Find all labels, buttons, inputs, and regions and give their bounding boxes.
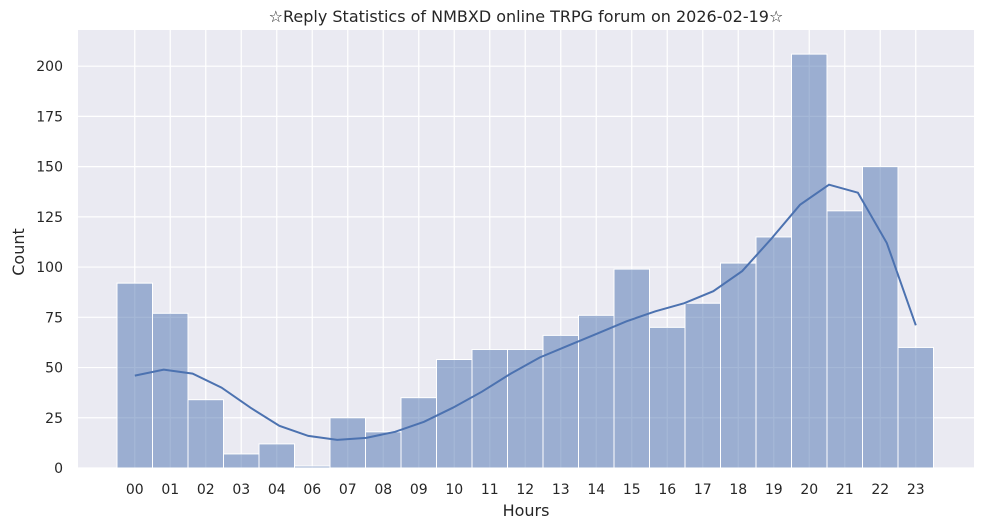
x-tick-label: 03 (232, 482, 250, 498)
bar (649, 326, 686, 469)
bar (826, 210, 863, 469)
y-tick-label: 150 (36, 160, 63, 176)
y-tick-label: 175 (36, 109, 63, 125)
x-tick-label: 12 (516, 482, 534, 498)
bar (329, 417, 366, 469)
x-axis: 00 01 02 03 04 06 07 08 09 10 11 12 13 14 15 16 17 18 19 20… (126, 482, 925, 498)
y-tick-label: 200 (36, 59, 63, 75)
x-tick-label: 21 (836, 482, 854, 498)
x-tick-label: 02 (197, 482, 215, 498)
x-tick-label: 20 (800, 482, 818, 498)
y-tick-label: 0 (54, 461, 63, 477)
bar (755, 236, 792, 469)
x-axis-label: Hours (503, 501, 550, 520)
bars (116, 53, 934, 469)
x-tick-label: 18 (729, 482, 747, 498)
x-tick-label: 13 (552, 482, 570, 498)
x-tick-label: 16 (658, 482, 676, 498)
bar (578, 314, 615, 469)
x-tick-label: 15 (623, 482, 641, 498)
y-tick-label: 25 (45, 411, 63, 427)
bar (542, 334, 579, 469)
x-tick-label: 08 (374, 482, 392, 498)
bar (152, 312, 189, 469)
bar (791, 53, 828, 469)
chart-title: ☆Reply Statistics of NMBXD online TRPG f… (269, 7, 784, 26)
y-tick-label: 75 (45, 310, 63, 326)
y-axis: 0 25 50 75 100 125 150 175 200 (36, 59, 63, 477)
x-tick-label: 22 (871, 482, 889, 498)
bar (258, 443, 295, 469)
x-tick-label: 23 (907, 482, 925, 498)
bar (116, 282, 153, 469)
bar (897, 346, 934, 469)
x-tick-label: 07 (339, 482, 357, 498)
bar (471, 348, 508, 469)
y-tick-label: 100 (36, 260, 63, 276)
bar (862, 166, 899, 469)
x-tick-label: 14 (587, 482, 605, 498)
y-tick-label: 125 (36, 210, 63, 226)
bar (613, 268, 650, 469)
x-tick-label: 17 (694, 482, 712, 498)
x-tick-label: 19 (765, 482, 783, 498)
x-tick-label: 04 (268, 482, 286, 498)
x-tick-label: 09 (410, 482, 428, 498)
x-tick-label: 10 (445, 482, 463, 498)
kde-line (134, 183, 917, 441)
bar (187, 399, 224, 469)
bar (684, 302, 721, 469)
x-tick-label: 00 (126, 482, 144, 498)
x-tick-label: 06 (303, 482, 321, 498)
x-tick-label: 01 (161, 482, 179, 498)
bar (294, 465, 331, 469)
x-tick-label: 11 (481, 482, 499, 498)
bar (400, 397, 437, 469)
y-tick-label: 50 (45, 361, 63, 377)
bar (507, 348, 544, 469)
y-axis-label: Count (9, 228, 28, 276)
bar (720, 262, 757, 469)
bar (223, 453, 260, 469)
